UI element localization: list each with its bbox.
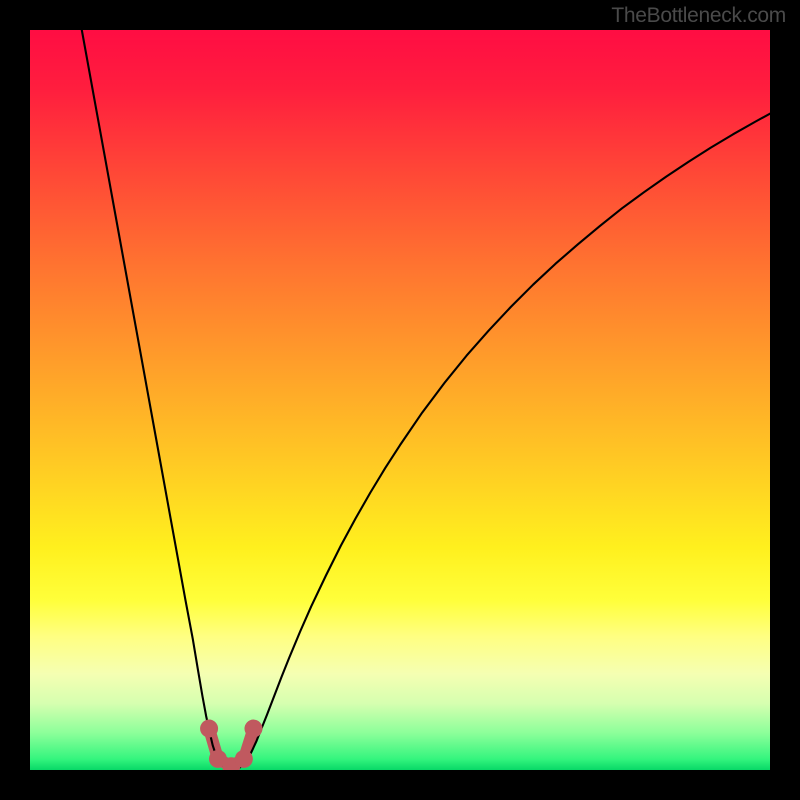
marker-dot xyxy=(235,750,253,768)
chart-plot-area xyxy=(30,30,770,770)
marker-dot xyxy=(244,720,262,738)
chart-gradient-background xyxy=(30,30,770,770)
chart-svg xyxy=(30,30,770,770)
watermark-text: TheBottleneck.com xyxy=(611,4,786,28)
marker-dot xyxy=(200,720,218,738)
